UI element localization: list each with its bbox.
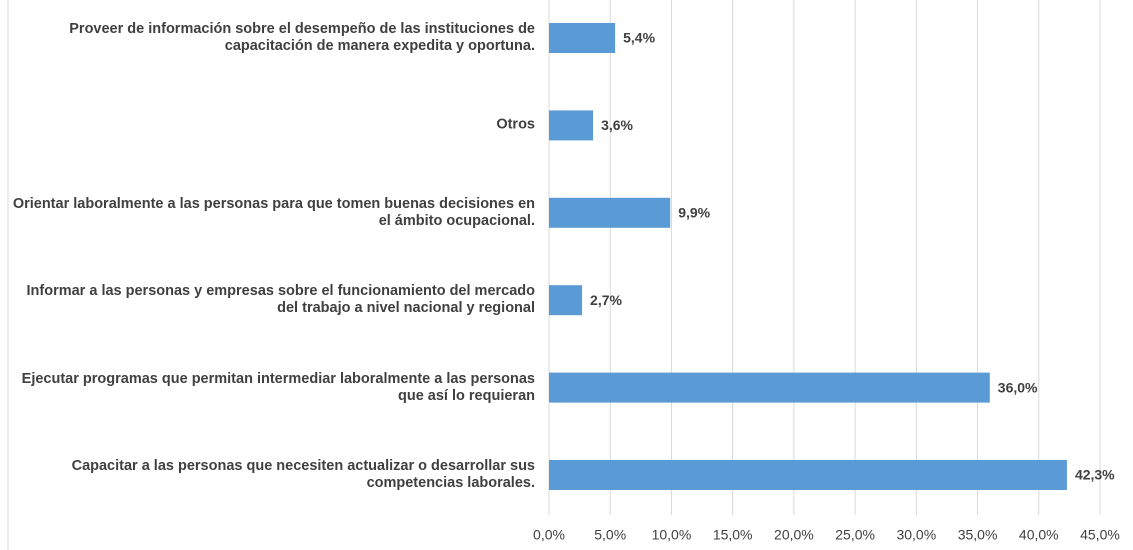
x-tick-label: 35,0% bbox=[958, 527, 998, 543]
value-label: 2,7% bbox=[590, 292, 622, 308]
value-label: 36,0% bbox=[998, 379, 1038, 395]
x-tick-label: 0,0% bbox=[533, 527, 565, 543]
bar bbox=[549, 372, 990, 403]
category-label: Proveer de información sobre el desempeñ… bbox=[69, 21, 535, 54]
value-label: 5,4% bbox=[623, 30, 655, 46]
category-label: Orientar laboralmente a las personas par… bbox=[12, 195, 535, 229]
category-label: Informar a las personas y empresas sobre… bbox=[26, 283, 535, 317]
value-label: 3,6% bbox=[601, 117, 633, 133]
x-tick-label: 15,0% bbox=[713, 527, 753, 543]
value-label: 9,9% bbox=[678, 205, 710, 221]
x-tick-label: 40,0% bbox=[1019, 527, 1059, 543]
x-tick-label: 30,0% bbox=[896, 527, 936, 543]
category-label: Ejecutar programas que permitan intermed… bbox=[21, 370, 535, 404]
bar bbox=[549, 460, 1067, 490]
x-tick-label: 10,0% bbox=[652, 527, 692, 543]
x-tick-label: 5,0% bbox=[594, 527, 626, 543]
value-label: 42,3% bbox=[1075, 467, 1115, 483]
bar bbox=[549, 285, 583, 316]
category-label: Otros bbox=[496, 116, 535, 133]
category-label: Capacitar a las personas que necesiten a… bbox=[71, 458, 535, 491]
bar bbox=[549, 23, 616, 53]
x-tick-label: 20,0% bbox=[774, 527, 814, 543]
bar bbox=[549, 197, 671, 228]
bar bbox=[549, 110, 594, 141]
x-tick-label: 45,0% bbox=[1080, 527, 1120, 543]
x-tick-label: 25,0% bbox=[835, 527, 875, 543]
